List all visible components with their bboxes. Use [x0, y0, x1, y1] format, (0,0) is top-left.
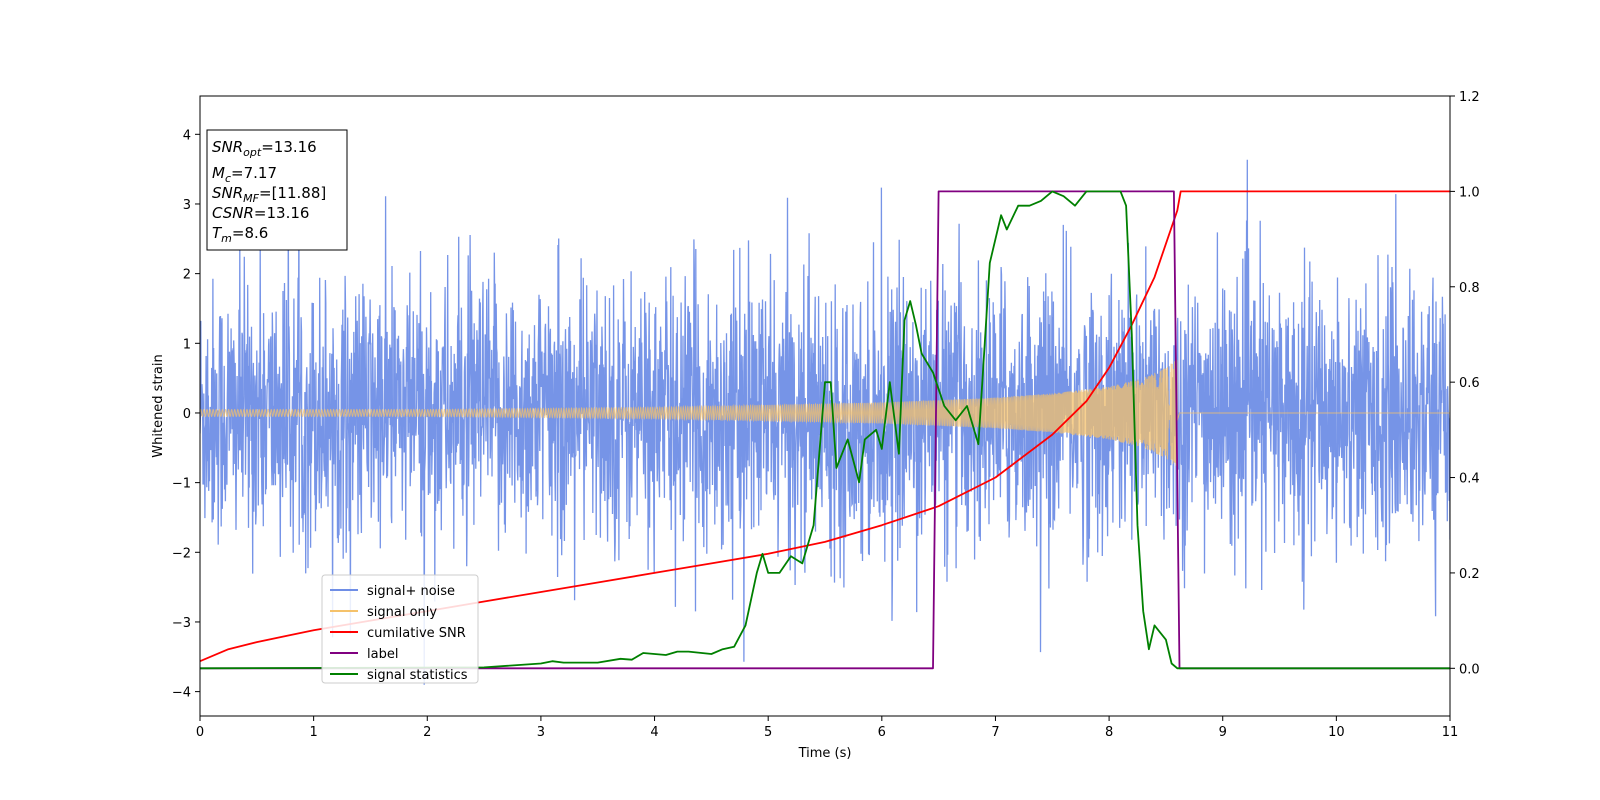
series-signal-statistics — [200, 190, 1450, 670]
y-tick-label: 2 — [183, 268, 191, 283]
y2-tick-label: 0.2 — [1459, 567, 1480, 582]
x-tick-label: 11 — [1442, 725, 1459, 740]
y-tick-label: 4 — [183, 128, 191, 143]
legend-label: signal only — [367, 605, 437, 620]
legend-frame — [321, 574, 479, 684]
y-tick-label: 0 — [183, 407, 191, 422]
x-tick-label: 8 — [1105, 725, 1113, 740]
annotation-tm: Tm=8.6 — [212, 224, 268, 245]
annotation-snr-mf: SNRMF=[11.88] — [212, 184, 326, 205]
y2-tick-label: 0.6 — [1459, 376, 1480, 391]
x-tick-label: 9 — [1219, 725, 1227, 740]
x-tick-label: 3 — [537, 725, 545, 740]
parameter-annotation-box: SNRopt=13.16 Mc=7.17 SNRMF=[11.88] CSNR=… — [206, 129, 348, 251]
series-layer — [200, 159, 1450, 685]
x-tick-label: 6 — [878, 725, 886, 740]
series-signal-only — [200, 359, 1450, 466]
annotation-mc: Mc=7.17 — [212, 164, 277, 185]
legend-label: label — [367, 647, 398, 662]
plot-frame — [199, 95, 1451, 717]
y-axis-label: Whitened strain — [151, 354, 166, 457]
y-tick-label: −1 — [172, 477, 191, 492]
x-axis-label: Time (s) — [798, 746, 852, 761]
series-signal-plus-noise — [200, 159, 1450, 685]
annotation-snr-opt: SNRopt=13.16 — [212, 138, 317, 159]
y2-tick-label: 0.0 — [1459, 662, 1480, 677]
x-tick-label: 2 — [423, 725, 431, 740]
legend-label: cumilative SNR — [367, 626, 466, 641]
y-tick-label: 1 — [183, 337, 191, 352]
y2-tick-label: 1.0 — [1459, 185, 1480, 200]
y-tick-label: −4 — [172, 686, 191, 701]
x-tick-label: 10 — [1328, 725, 1345, 740]
x-tick-label: 0 — [196, 725, 204, 740]
x-tick-label: 5 — [764, 725, 772, 740]
annotation-frame — [206, 129, 348, 251]
y-tick-label: 3 — [183, 198, 191, 213]
x-tick-label: 4 — [650, 725, 658, 740]
legend-label: signal+ noise — [367, 584, 455, 599]
y2-tick-label: 0.8 — [1459, 281, 1480, 296]
legend-label: signal statistics — [367, 668, 468, 683]
y-tick-label: −3 — [172, 616, 191, 631]
axes-layer: 0 1 2 3 4 5 6 7 8 9 10 11 −4 −3 −2 −1 0 1 2 3 4 0.0 0.2 0.4 0.6 0… — [172, 90, 1480, 740]
x-tick-label: 1 — [309, 725, 317, 740]
y2-tick-label: 1.2 — [1459, 90, 1480, 105]
y2-tick-label: 0.4 — [1459, 472, 1480, 487]
legend: signal+ noise signal only cumilative SNR la… — [321, 574, 479, 684]
x-tick-label: 7 — [991, 725, 999, 740]
y-tick-label: −2 — [172, 546, 191, 561]
annotation-csnr: CSNR=13.16 — [212, 204, 309, 222]
